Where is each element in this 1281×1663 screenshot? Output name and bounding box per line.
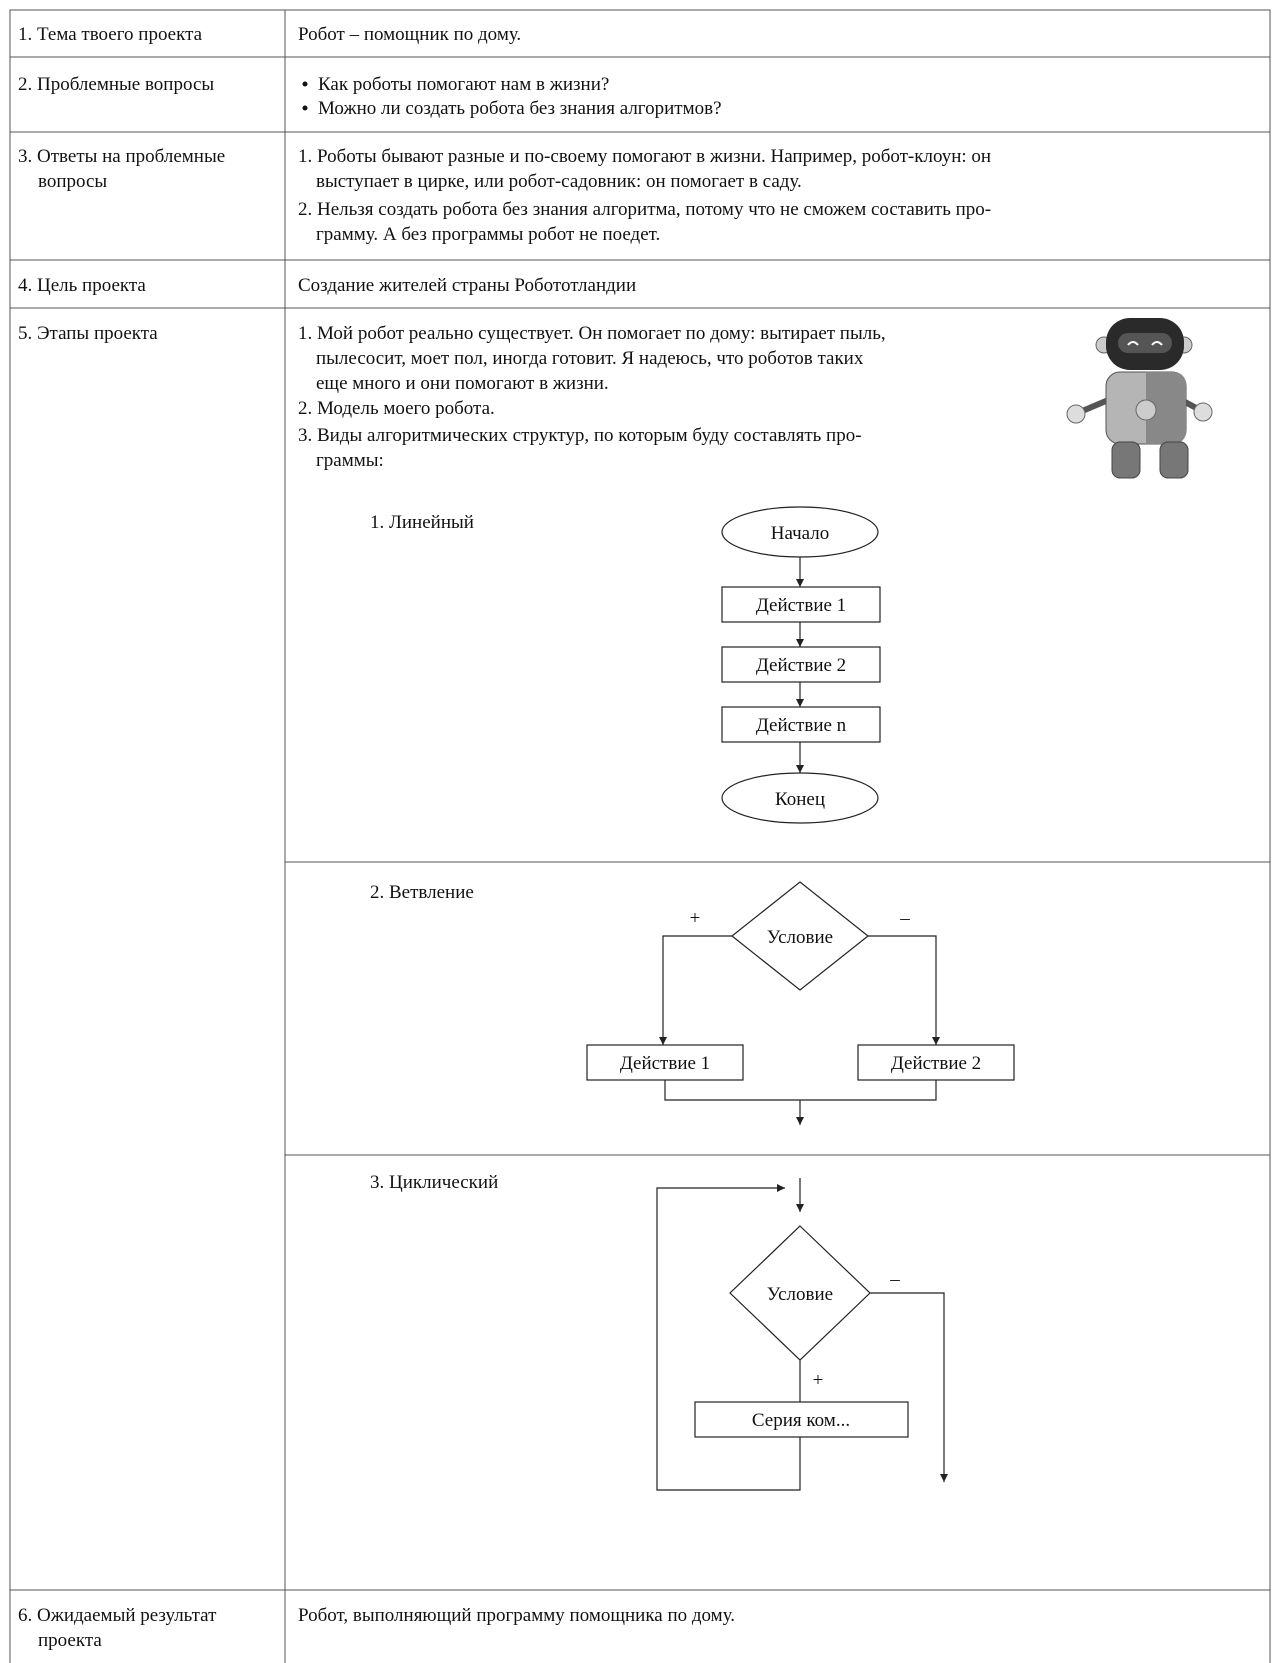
arrow [659, 935, 732, 1045]
connector [664, 1080, 937, 1101]
branch-label: – [899, 908, 910, 929]
graphic-part [1193, 402, 1213, 422]
cell-text: граммы: [316, 450, 384, 471]
flowchart-title: 3. Циклический [370, 1172, 498, 1193]
flowchart-linear: 1. Линейный Начало Действие 1 Действие 2… [370, 506, 881, 824]
row-label: 4. Цель проекта [18, 275, 146, 296]
process-box [586, 1044, 744, 1081]
graphic-part [1159, 441, 1189, 479]
cell-text: Как роботы помогают нам в жизни? [318, 74, 609, 95]
process-box [857, 1044, 1015, 1081]
row-label: 1. Тема твоего проекта [18, 24, 203, 45]
node-label: Начало [771, 523, 830, 544]
cell-text: еще много и они помогают в жизни. [316, 373, 609, 394]
branch-label: + [813, 1370, 824, 1391]
node-label: Условие [767, 927, 833, 948]
bullet [302, 81, 308, 87]
graphic-part [1146, 372, 1186, 444]
flowchart-loop: 3. Циклический Условие – + Серия ком... [370, 1172, 948, 1491]
cell-text: выступает в цирке, или робот-садовник: о… [316, 171, 802, 192]
cell-text: пылесосит, моет пол, иногда готовит. Я н… [316, 348, 864, 369]
graphic-part [1118, 333, 1172, 353]
graphic-part [1066, 404, 1086, 424]
graphic-part [1135, 399, 1157, 421]
row-label: 2. Проблемные вопросы [18, 74, 214, 95]
cell-text: 2. Модель моего робота. [298, 398, 495, 419]
cell-text: 2. Нельзя создать робота без знания алго… [298, 199, 991, 220]
cell-text: Можно ли создать робота без знания алгор… [318, 98, 722, 119]
process-box [721, 646, 881, 683]
robot-illustration [1066, 318, 1213, 479]
table-border [9, 9, 1271, 1663]
arrow [868, 935, 940, 1045]
flowchart-title: 1. Линейный [370, 512, 474, 533]
loop-arrow [656, 1184, 801, 1491]
decision-shape [731, 881, 869, 991]
row-label: проекта [38, 1630, 102, 1651]
node-label: Действие 1 [620, 1053, 710, 1074]
cell-text: Робот, выполняющий программу помощника п… [298, 1605, 735, 1626]
row-label: 3. Ответы на проблемные [18, 146, 225, 167]
cell-text: 3. Виды алгоритмических структур, по кот… [298, 425, 862, 446]
cell-text: 1. Роботы бывают разные и по-своему помо… [298, 146, 991, 167]
process-box [721, 706, 881, 743]
row-label: вопросы [38, 171, 107, 192]
node-label: Действие n [756, 715, 847, 736]
graphic-part [1111, 441, 1141, 479]
process-box [721, 586, 881, 623]
cell-text: Робот – помощник по дому. [298, 24, 521, 45]
cell-text: Создание жителей страны Робототландии [298, 275, 636, 296]
row-label: 5. Этапы проекта [18, 323, 158, 344]
node-label: Действие 1 [756, 595, 846, 616]
process-box [694, 1401, 909, 1438]
flowchart-branching: 2. Ветвление Условие + – Действие 1 Дейс… [370, 881, 1015, 1125]
branch-label: + [690, 908, 701, 929]
graphic-part [1127, 341, 1163, 346]
cell-text: грамму. А без программы робот не поедет. [316, 224, 660, 245]
node-label: Действие 2 [891, 1053, 981, 1074]
node-label: Серия ком... [752, 1410, 850, 1431]
node-label: Условие [767, 1284, 833, 1305]
cell-text: 1. Мой робот реально существует. Он помо… [298, 323, 886, 344]
bullet [302, 105, 308, 111]
flowchart-title: 2. Ветвление [370, 882, 474, 903]
branch-label: – [889, 1269, 900, 1290]
node-label: Действие 2 [756, 655, 846, 676]
node-label: Конец [775, 789, 825, 810]
table-grid [9, 9, 1271, 1663]
terminator-shape [721, 772, 879, 824]
exit-arrow [870, 1292, 948, 1482]
row-label: 6. Ожидаемый результат [18, 1605, 217, 1626]
